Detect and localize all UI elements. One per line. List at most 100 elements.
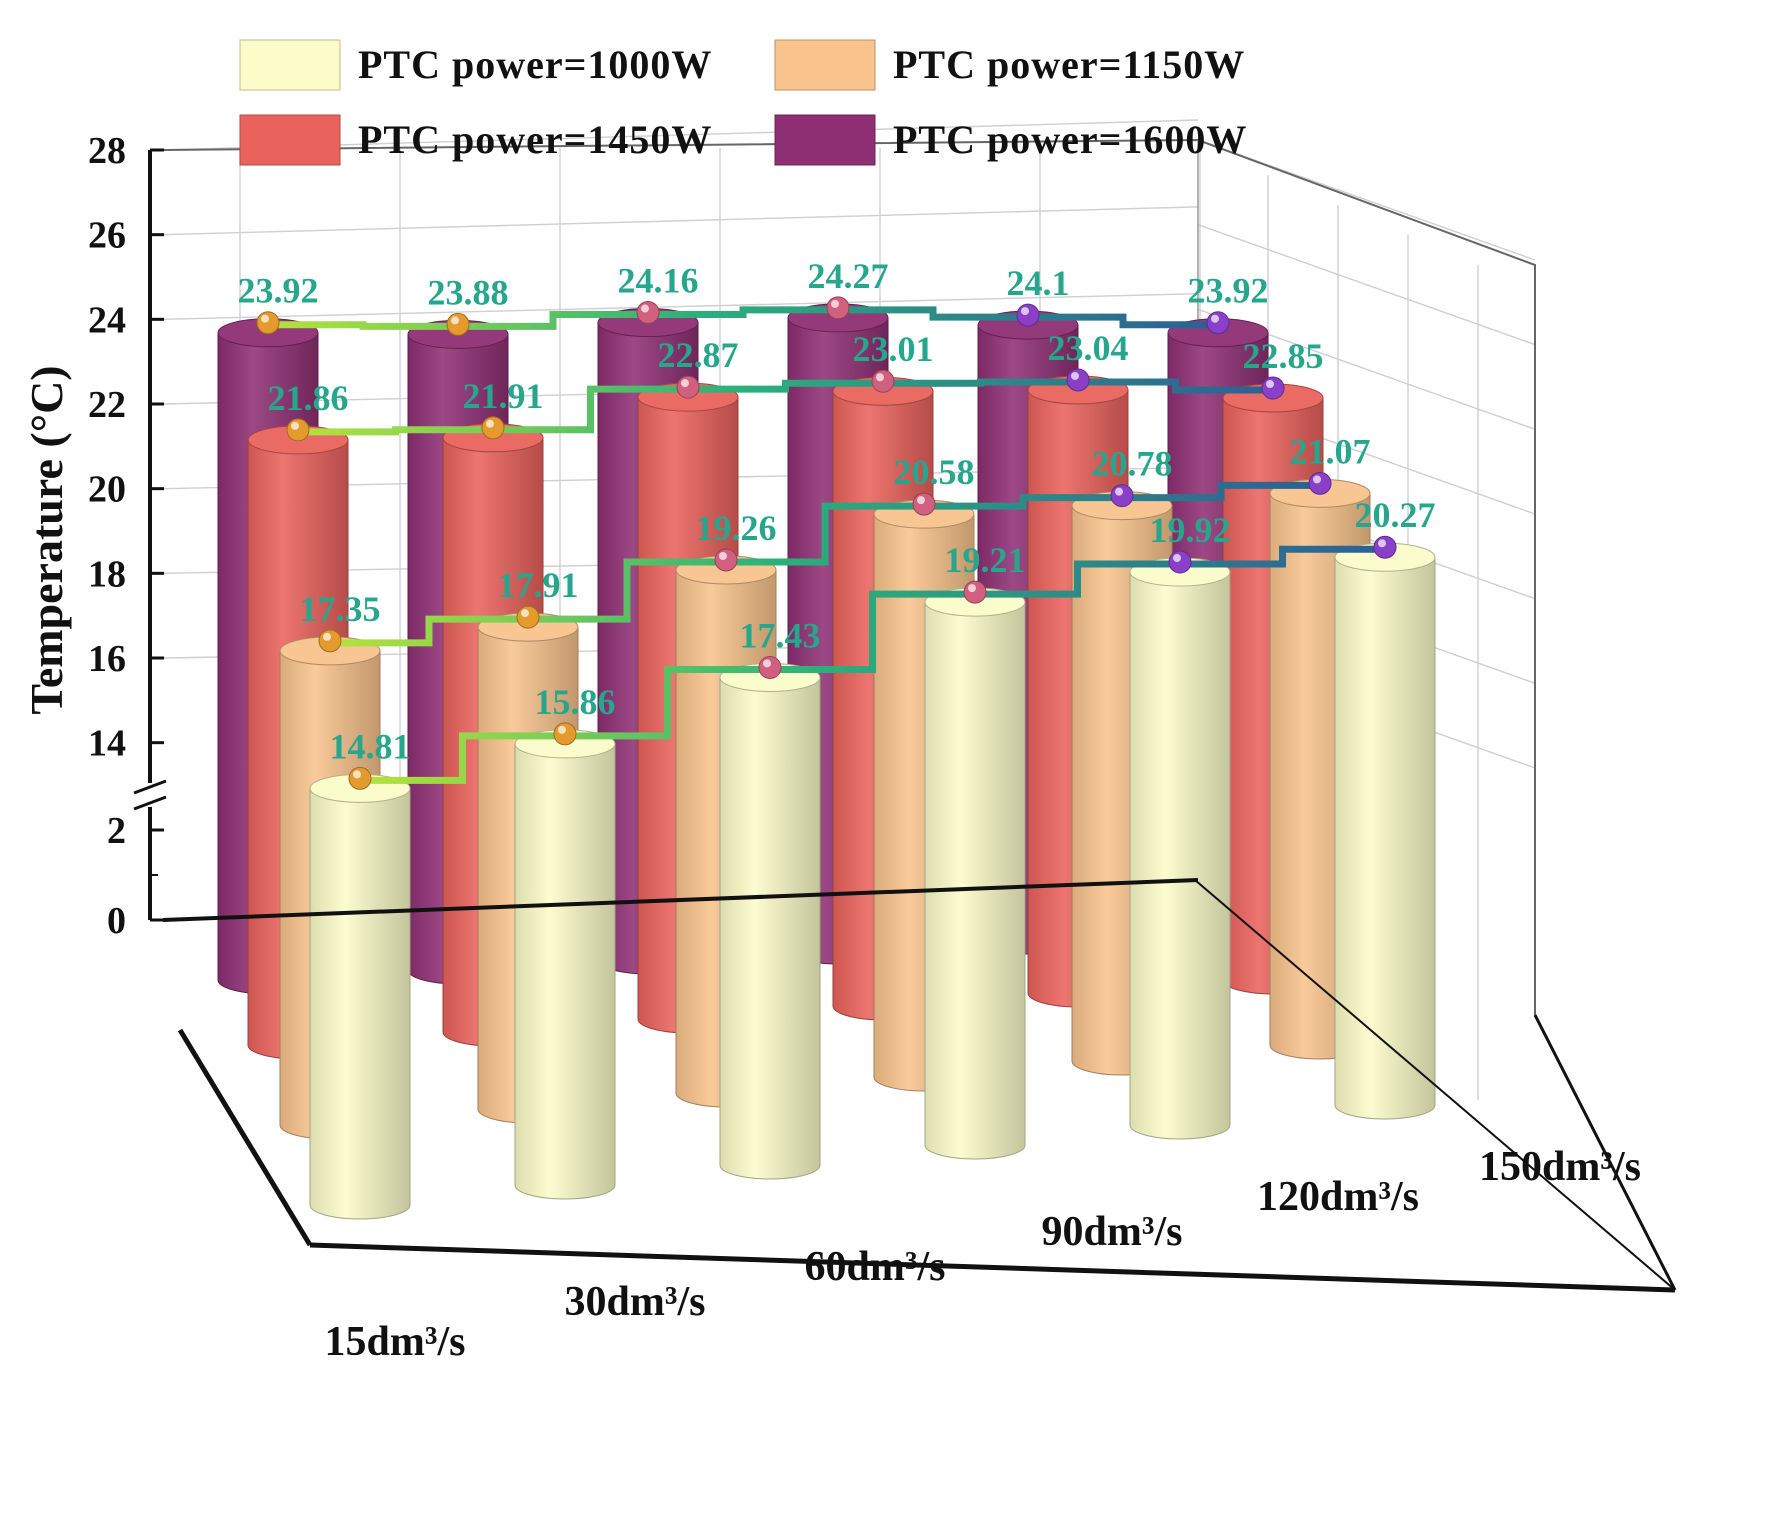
bar-body — [1129, 571, 1231, 1140]
bar-0-3[interactable] — [924, 587, 1026, 1160]
step-lines: 14.81 15.86 17.43 19.21 19.92 20.27 17.35 17.91… — [238, 256, 1436, 790]
step-line-1 — [330, 481, 1320, 647]
grid-line-h — [162, 293, 1199, 321]
marker-highlight — [1211, 314, 1219, 323]
x-tick-label: 30dm³/s — [565, 1279, 706, 1325]
y-tick-label: 28 — [88, 130, 126, 172]
x-axis-left — [177, 1028, 313, 1247]
data-label-0-3: 19.21 — [945, 540, 1026, 580]
marker-2-1 — [481, 416, 505, 440]
data-label-1-4: 20.78 — [1092, 444, 1173, 484]
marker-highlight — [521, 609, 529, 618]
marker-1-5 — [1308, 471, 1332, 495]
data-label-2-0: 21.86 — [268, 378, 349, 418]
data-label-2-3: 23.01 — [853, 329, 934, 369]
bar-0-2[interactable] — [719, 662, 821, 1180]
bar-0-5[interactable] — [1334, 542, 1436, 1120]
data-label-3-5: 23.92 — [1188, 271, 1269, 311]
marker-2-0 — [286, 418, 310, 442]
marker-1-3 — [912, 492, 936, 516]
grid-line-h — [162, 206, 1199, 236]
x-tick-label: 150dm³/s — [1479, 1144, 1641, 1190]
step-line-3 — [268, 306, 1218, 330]
axis-break-mark — [133, 795, 167, 811]
legend-label-1: PTC power=1150W — [893, 42, 1245, 87]
marker-1-0 — [318, 629, 342, 653]
marker-0-3 — [963, 580, 987, 604]
data-label-2-4: 23.04 — [1048, 328, 1129, 368]
marker-0-1 — [553, 722, 577, 746]
marker-highlight — [917, 496, 925, 505]
data-label-2-1: 21.91 — [463, 376, 544, 416]
x-tick-label: 15dm³/s — [325, 1319, 466, 1365]
legend-label-3: PTC power=1600W — [893, 117, 1247, 162]
marker-3-3 — [826, 296, 850, 320]
x-tick-label: 120dm³/s — [1257, 1174, 1419, 1220]
data-label-3-4: 24.1 — [1007, 263, 1070, 303]
y-tick-label: 14 — [88, 723, 126, 765]
data-label-0-4: 19.92 — [1150, 510, 1231, 550]
bar-body — [719, 676, 821, 1180]
x-tick-label: 90dm³/s — [1042, 1209, 1183, 1255]
marker-highlight — [323, 632, 331, 641]
marker-highlight — [261, 314, 269, 323]
bar-0-4[interactable] — [1129, 557, 1231, 1140]
marker-highlight — [1115, 487, 1123, 496]
marker-3-4 — [1016, 303, 1040, 327]
marker-highlight — [831, 299, 839, 308]
data-label-1-0: 17.35 — [300, 589, 381, 629]
data-label-2-5: 22.85 — [1243, 336, 1324, 376]
y-tick-label: 2 — [107, 810, 126, 852]
axes: 14 16 18 20 22 24 26 28 0 2 Temperature (°C) 15dm³/… — [21, 130, 1677, 1365]
marker-0-0 — [348, 766, 372, 790]
marker-highlight — [1021, 307, 1029, 316]
marker-highlight — [291, 421, 299, 430]
data-label-2-2: 22.87 — [658, 335, 739, 375]
y-tick-label: 18 — [88, 553, 126, 595]
legend: PTC power=1000W PTC power=1150W PTC power=… — [239, 39, 1247, 166]
marker-highlight — [353, 770, 361, 779]
x-tick-label: 60dm³/s — [805, 1244, 946, 1290]
legend-label-0: PTC power=1000W — [358, 42, 712, 87]
marker-highlight — [1378, 539, 1386, 548]
y-tick-label: 24 — [88, 299, 126, 341]
axis-break-mark — [133, 779, 167, 795]
y-tick-label: 20 — [88, 469, 126, 511]
marker-highlight — [681, 379, 689, 388]
legend-swatch-3 — [774, 114, 876, 166]
y-tick-label: 22 — [88, 384, 126, 426]
floor-right-edge — [1194, 879, 1676, 1291]
marker-3-2 — [636, 301, 660, 325]
marker-3-1 — [446, 312, 470, 336]
data-label-3-0: 23.92 — [238, 271, 319, 311]
marker-highlight — [968, 584, 976, 593]
marker-highlight — [1266, 380, 1274, 389]
step-line-2 — [298, 378, 1273, 436]
data-label-0-5: 20.27 — [1355, 495, 1436, 535]
marker-0-4 — [1168, 550, 1192, 574]
marker-3-5 — [1206, 311, 1230, 335]
legend-swatch-0 — [239, 39, 341, 91]
marker-2-3 — [871, 369, 895, 393]
bar-0-1[interactable] — [514, 729, 616, 1200]
data-label-3-1: 23.88 — [428, 272, 509, 312]
y-tick-label: 16 — [88, 638, 126, 680]
marker-1-4 — [1110, 484, 1134, 508]
marker-2-4 — [1066, 368, 1090, 392]
marker-2-5 — [1261, 376, 1285, 400]
data-label-1-5: 21.07 — [1290, 431, 1371, 471]
floor-corner — [1533, 1014, 1677, 1291]
bar-body — [514, 743, 616, 1200]
marker-1-2 — [714, 548, 738, 572]
bar-0-0[interactable] — [309, 773, 411, 1220]
y-tick-label: 26 — [88, 215, 126, 257]
marker-2-2 — [676, 375, 700, 399]
data-label-1-2: 19.26 — [696, 508, 777, 548]
marker-highlight — [558, 725, 566, 734]
data-label-0-0: 14.81 — [330, 726, 411, 766]
data-label-1-3: 20.58 — [894, 452, 975, 492]
frame-edge — [162, 138, 1536, 1015]
legend-swatch-2 — [239, 114, 341, 166]
